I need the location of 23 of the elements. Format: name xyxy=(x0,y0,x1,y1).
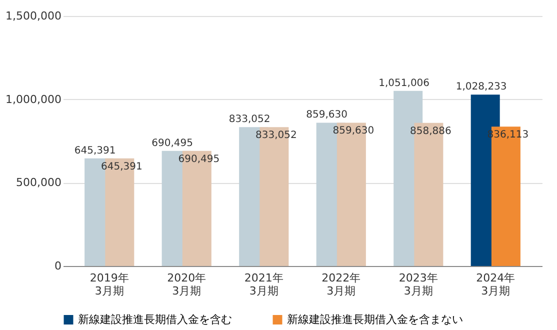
x-tick-label: 2022年 3月期 xyxy=(322,272,361,298)
y-tick-label: 500,000 xyxy=(16,176,62,190)
data-label: 690,495 xyxy=(178,154,220,165)
data-label: 859,630 xyxy=(332,126,374,137)
data-label: 690,495 xyxy=(152,138,193,149)
legend-label: 新線建設推進長期借入金を含まない xyxy=(287,312,463,326)
x-tick-label: 2019年 3月期 xyxy=(90,272,129,298)
data-label: 645,391 xyxy=(74,145,116,156)
y-tick-label: 1,500,000 xyxy=(6,10,62,22)
data-label: 645,391 xyxy=(100,161,142,172)
x-tick-label: 2023年 3月期 xyxy=(398,272,438,298)
y-tick-label: 1,000,000 xyxy=(6,92,62,106)
y-tick-label: 0 xyxy=(54,260,62,272)
data-label: 1,028,233 xyxy=(456,82,507,93)
x-tick-label: 2021年 3月期 xyxy=(244,272,284,298)
data-label: 833,052 xyxy=(228,114,270,126)
data-label: 1,051,006 xyxy=(378,78,430,89)
x-tick-label: 2024年 3月期 xyxy=(476,272,516,298)
x-tick-label: 2020年 3月期 xyxy=(167,272,206,298)
data-label: 858,886 xyxy=(410,126,452,137)
data-label: 859,630 xyxy=(306,110,348,121)
legend-label: 新線建設推進長期借入金を含む xyxy=(78,312,232,326)
data-label: 833,052 xyxy=(255,130,297,142)
